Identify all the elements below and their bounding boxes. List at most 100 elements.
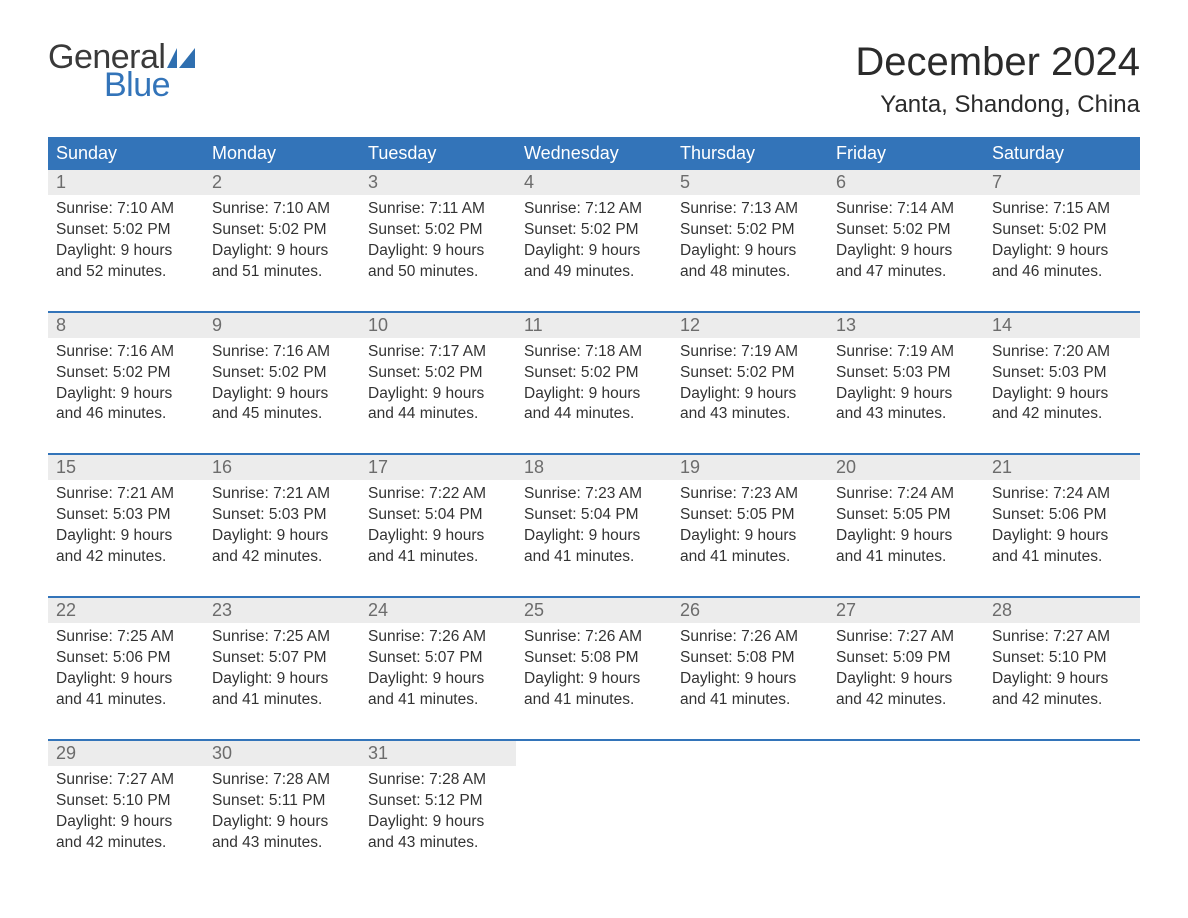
weekday-header: Monday	[204, 137, 360, 170]
day-number-cell: 19	[672, 455, 828, 480]
month-title: December 2024	[855, 40, 1140, 85]
day-number-cell	[516, 741, 672, 766]
day-number-cell: 26	[672, 598, 828, 623]
sunset-text: Sunset: 5:02 PM	[212, 363, 352, 384]
sunrise-text: Sunrise: 7:19 AM	[836, 342, 976, 363]
sunrise-text: Sunrise: 7:15 AM	[992, 199, 1132, 220]
daylight-text-line2: and 42 minutes.	[212, 547, 352, 568]
daylight-text-line1: Daylight: 9 hours	[368, 812, 508, 833]
sunset-text: Sunset: 5:07 PM	[212, 648, 352, 669]
day-detail-cell: Sunrise: 7:27 AMSunset: 5:10 PMDaylight:…	[48, 766, 204, 862]
daylight-text-line1: Daylight: 9 hours	[368, 669, 508, 690]
day-detail-cell: Sunrise: 7:18 AMSunset: 5:02 PMDaylight:…	[516, 338, 672, 455]
daylight-text-line2: and 48 minutes.	[680, 262, 820, 283]
daylight-text-line1: Daylight: 9 hours	[524, 241, 664, 262]
daylight-text-line2: and 43 minutes.	[680, 404, 820, 425]
daylight-text-line2: and 42 minutes.	[992, 690, 1132, 711]
daylight-text-line1: Daylight: 9 hours	[56, 669, 196, 690]
day-number-cell: 13	[828, 313, 984, 338]
day-detail-row: Sunrise: 7:21 AMSunset: 5:03 PMDaylight:…	[48, 480, 1140, 597]
day-detail-cell	[828, 766, 984, 862]
day-detail-cell: Sunrise: 7:12 AMSunset: 5:02 PMDaylight:…	[516, 195, 672, 312]
day-number-row: 1234567	[48, 170, 1140, 195]
day-number-row: 293031	[48, 741, 1140, 766]
sunset-text: Sunset: 5:12 PM	[368, 791, 508, 812]
daylight-text-line1: Daylight: 9 hours	[56, 384, 196, 405]
day-detail-cell: Sunrise: 7:24 AMSunset: 5:06 PMDaylight:…	[984, 480, 1140, 597]
daylight-text-line1: Daylight: 9 hours	[524, 669, 664, 690]
daylight-text-line1: Daylight: 9 hours	[680, 669, 820, 690]
day-detail-cell: Sunrise: 7:14 AMSunset: 5:02 PMDaylight:…	[828, 195, 984, 312]
daylight-text-line1: Daylight: 9 hours	[680, 526, 820, 547]
sunset-text: Sunset: 5:02 PM	[680, 220, 820, 241]
day-detail-cell: Sunrise: 7:26 AMSunset: 5:07 PMDaylight:…	[360, 623, 516, 740]
daylight-text-line1: Daylight: 9 hours	[56, 812, 196, 833]
logo-flag-icon	[167, 48, 195, 68]
page-header: General Blue December 2024 Yanta, Shando…	[48, 40, 1140, 119]
sunrise-text: Sunrise: 7:25 AM	[56, 627, 196, 648]
weekday-header: Friday	[828, 137, 984, 170]
day-detail-cell: Sunrise: 7:24 AMSunset: 5:05 PMDaylight:…	[828, 480, 984, 597]
daylight-text-line1: Daylight: 9 hours	[992, 669, 1132, 690]
sunset-text: Sunset: 5:03 PM	[836, 363, 976, 384]
sunset-text: Sunset: 5:08 PM	[524, 648, 664, 669]
sunrise-text: Sunrise: 7:14 AM	[836, 199, 976, 220]
day-detail-cell: Sunrise: 7:21 AMSunset: 5:03 PMDaylight:…	[48, 480, 204, 597]
day-detail-cell: Sunrise: 7:27 AMSunset: 5:10 PMDaylight:…	[984, 623, 1140, 740]
day-detail-cell: Sunrise: 7:23 AMSunset: 5:04 PMDaylight:…	[516, 480, 672, 597]
day-number-cell: 31	[360, 741, 516, 766]
daylight-text-line1: Daylight: 9 hours	[992, 526, 1132, 547]
daylight-text-line1: Daylight: 9 hours	[836, 241, 976, 262]
day-detail-cell	[984, 766, 1140, 862]
day-number-cell: 12	[672, 313, 828, 338]
daylight-text-line2: and 47 minutes.	[836, 262, 976, 283]
day-detail-cell: Sunrise: 7:21 AMSunset: 5:03 PMDaylight:…	[204, 480, 360, 597]
day-detail-cell	[516, 766, 672, 862]
sunrise-text: Sunrise: 7:13 AM	[680, 199, 820, 220]
daylight-text-line2: and 41 minutes.	[524, 547, 664, 568]
daylight-text-line2: and 50 minutes.	[368, 262, 508, 283]
day-number-cell: 8	[48, 313, 204, 338]
day-detail-cell: Sunrise: 7:13 AMSunset: 5:02 PMDaylight:…	[672, 195, 828, 312]
weekday-header-row: Sunday Monday Tuesday Wednesday Thursday…	[48, 137, 1140, 170]
day-number-cell: 28	[984, 598, 1140, 623]
sunrise-text: Sunrise: 7:22 AM	[368, 484, 508, 505]
sunrise-text: Sunrise: 7:26 AM	[524, 627, 664, 648]
day-detail-cell: Sunrise: 7:25 AMSunset: 5:07 PMDaylight:…	[204, 623, 360, 740]
sunset-text: Sunset: 5:05 PM	[680, 505, 820, 526]
sunrise-text: Sunrise: 7:16 AM	[56, 342, 196, 363]
day-number-cell: 10	[360, 313, 516, 338]
sunrise-text: Sunrise: 7:25 AM	[212, 627, 352, 648]
day-number-cell: 7	[984, 170, 1140, 195]
sunset-text: Sunset: 5:02 PM	[524, 220, 664, 241]
daylight-text-line1: Daylight: 9 hours	[56, 241, 196, 262]
sunrise-text: Sunrise: 7:20 AM	[992, 342, 1132, 363]
sunrise-text: Sunrise: 7:28 AM	[212, 770, 352, 791]
sunrise-text: Sunrise: 7:27 AM	[992, 627, 1132, 648]
daylight-text-line1: Daylight: 9 hours	[524, 384, 664, 405]
sunrise-text: Sunrise: 7:26 AM	[680, 627, 820, 648]
sunrise-text: Sunrise: 7:24 AM	[836, 484, 976, 505]
day-number-cell: 15	[48, 455, 204, 480]
day-number-cell: 4	[516, 170, 672, 195]
weekday-header: Saturday	[984, 137, 1140, 170]
sunset-text: Sunset: 5:02 PM	[212, 220, 352, 241]
daylight-text-line2: and 42 minutes.	[836, 690, 976, 711]
day-number-cell: 23	[204, 598, 360, 623]
day-detail-cell: Sunrise: 7:25 AMSunset: 5:06 PMDaylight:…	[48, 623, 204, 740]
sunset-text: Sunset: 5:04 PM	[368, 505, 508, 526]
day-number-cell: 18	[516, 455, 672, 480]
sunset-text: Sunset: 5:06 PM	[992, 505, 1132, 526]
daylight-text-line1: Daylight: 9 hours	[212, 812, 352, 833]
day-number-cell: 2	[204, 170, 360, 195]
daylight-text-line2: and 46 minutes.	[56, 404, 196, 425]
day-number-cell: 11	[516, 313, 672, 338]
day-detail-cell: Sunrise: 7:27 AMSunset: 5:09 PMDaylight:…	[828, 623, 984, 740]
sunset-text: Sunset: 5:02 PM	[524, 363, 664, 384]
sunset-text: Sunset: 5:03 PM	[56, 505, 196, 526]
daylight-text-line2: and 51 minutes.	[212, 262, 352, 283]
day-number-cell: 1	[48, 170, 204, 195]
day-detail-cell: Sunrise: 7:23 AMSunset: 5:05 PMDaylight:…	[672, 480, 828, 597]
weekday-header: Wednesday	[516, 137, 672, 170]
day-detail-cell: Sunrise: 7:10 AMSunset: 5:02 PMDaylight:…	[204, 195, 360, 312]
